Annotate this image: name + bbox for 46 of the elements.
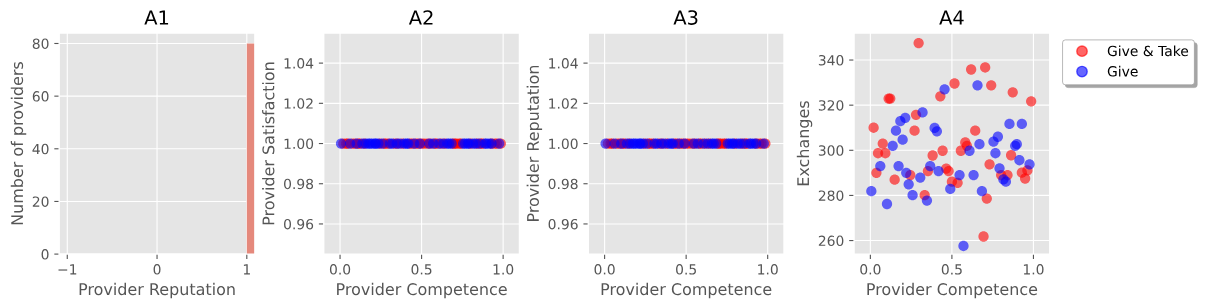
legend-label: Give (1107, 65, 1138, 77)
y-tick-label: 0.98 (284, 178, 314, 190)
y-tick-label: 0.96 (284, 218, 314, 230)
y-tick-label: 300 (818, 145, 844, 156)
chart-title: A4 (939, 10, 964, 25)
y-tick-label: 340 (818, 55, 844, 66)
y-tick-label: 1.02 (549, 98, 578, 109)
y-tick-label: 1.02 (284, 98, 313, 109)
y-tick-label: 0.98 (548, 178, 578, 190)
y-axis-title: Number of providers (10, 62, 27, 225)
y-tick-label: 20 (32, 196, 49, 207)
x-tick-label: 1.0 (493, 264, 514, 275)
x-axis-title: Provider Competence (337, 282, 507, 299)
y-tick-label: 0.96 (548, 218, 578, 230)
x-tick-label: 1.0 (758, 264, 778, 275)
x-tick-label: 0.0 (860, 264, 881, 275)
y-axis-title: Provider Satisfaction (262, 62, 275, 225)
x-axis-title: Provider Reputation (79, 282, 235, 299)
x-tick-label: 1.0 (1023, 264, 1044, 275)
x-tick-label: 1 (243, 264, 250, 275)
x-tick-label: 0.5 (676, 264, 696, 275)
y-tick-label: 1.00 (284, 138, 314, 149)
x-axis-title: Provider Competence (867, 282, 1038, 299)
x-tick-label: 0.5 (411, 264, 432, 275)
x-tick-label: 0.5 (941, 264, 962, 275)
y-tick-label: 60 (32, 91, 49, 102)
y-tick-label: 260 (818, 235, 844, 247)
y-tick-label: 1.00 (549, 138, 578, 149)
x-tick-label: −1 (58, 264, 77, 275)
y-tick-label: 280 (818, 190, 844, 201)
legend-label: Give & Take (1107, 45, 1189, 57)
y-tick-label: 40 (32, 143, 49, 155)
x-tick-label: 0.0 (329, 264, 351, 275)
y-tick-label: 1.04 (284, 58, 314, 69)
y-tick-label: 1.04 (549, 58, 578, 69)
x-axis-title: Provider Competence (601, 282, 772, 299)
y-axis-title: Provider Reputation (526, 65, 543, 221)
chart-title: A3 (673, 10, 698, 25)
chart-title: A1 (144, 10, 169, 25)
x-tick-label: 0.0 (594, 264, 615, 275)
y-axis-title: Exchanges (796, 101, 813, 186)
chart-title: A2 (408, 10, 433, 25)
y-tick-label: 320 (818, 100, 844, 111)
x-tick-label: 0 (153, 264, 161, 275)
y-tick-label: 80 (32, 38, 49, 49)
y-tick-label: 0 (41, 249, 49, 260)
